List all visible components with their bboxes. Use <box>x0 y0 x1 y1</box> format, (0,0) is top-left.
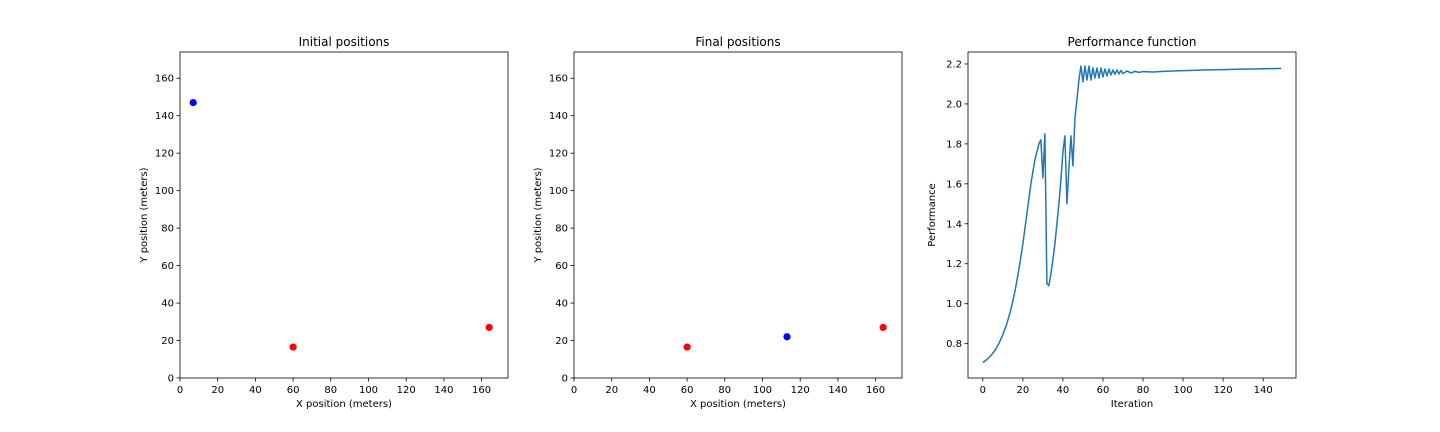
y-tick-label: 100 <box>155 186 174 197</box>
y-tick-label: 1.6 <box>946 179 962 190</box>
y-tick-label: 40 <box>161 299 174 310</box>
y-tick-label: 1.4 <box>946 219 962 230</box>
x-tick-label: 40 <box>1057 385 1070 396</box>
x-tick-label: 140 <box>1254 385 1273 396</box>
x-tick-label: 60 <box>1097 385 1110 396</box>
x-tick-label: 40 <box>643 385 656 396</box>
x-axis-label: Iteration <box>1111 399 1153 410</box>
x-tick-label: 100 <box>1174 385 1193 396</box>
scatter-point-3 <box>879 323 887 332</box>
x-tick-label: 160 <box>472 385 491 396</box>
x-tick-label: 100 <box>359 385 378 396</box>
x-axis-label: X position (meters) <box>296 399 392 410</box>
x-tick-label: 80 <box>324 385 337 396</box>
x-tick-label: 20 <box>211 385 224 396</box>
y-tick-label: 2.2 <box>946 59 962 70</box>
x-tick-label: 20 <box>1016 385 1029 396</box>
chart-title: Final positions <box>695 35 780 49</box>
y-tick-label: 80 <box>555 224 568 235</box>
x-tick-label: 40 <box>249 385 262 396</box>
y-axis-label: Performance <box>927 183 938 246</box>
chart-panel-3: Performance function 0 20 40 60 80 100 120 140 0.… <box>927 35 1297 410</box>
x-tick-label: 60 <box>287 385 300 396</box>
y-tick-label: 20 <box>555 336 568 347</box>
y-tick-label: 140 <box>549 111 568 122</box>
x-tick-label: 0 <box>571 385 577 396</box>
x-tick-label: 140 <box>434 385 453 396</box>
y-tick-label: 120 <box>549 149 568 160</box>
x-tick-label: 80 <box>1137 385 1150 396</box>
y-tick-label: 2.0 <box>946 99 962 110</box>
y-tick-label: 1.0 <box>946 299 962 310</box>
chart-title: Initial positions <box>299 35 390 49</box>
scatter-point-2 <box>289 343 297 351</box>
plot-frame <box>967 51 1297 379</box>
y-tick-label: 1.2 <box>946 259 962 270</box>
y-tick-label: 160 <box>549 74 568 85</box>
x-tick-label: 100 <box>753 385 772 396</box>
y-tick-label: 60 <box>555 261 568 272</box>
scatter-point-2 <box>783 333 791 341</box>
y-tick-label: 20 <box>161 336 174 347</box>
y-tick-label: 140 <box>155 111 174 122</box>
y-tick-label: 1.8 <box>946 139 962 150</box>
y-tick-label: 0 <box>562 374 568 385</box>
chart-title: Performance function <box>1068 35 1197 49</box>
y-axis-label: Y position (meters) <box>533 167 544 263</box>
plot-frame <box>179 51 509 379</box>
y-tick-label: 60 <box>161 261 174 272</box>
x-tick-label: 0 <box>980 385 986 396</box>
x-tick-label: 160 <box>866 385 885 396</box>
scatter-point-3 <box>485 323 493 332</box>
x-tick-label: 140 <box>828 385 847 396</box>
x-tick-label: 80 <box>718 385 731 396</box>
scatter-point-1 <box>189 98 197 107</box>
y-tick-label: 40 <box>555 299 568 310</box>
x-tick-label: 0 <box>177 385 183 396</box>
x-tick-label: 120 <box>1214 385 1233 396</box>
y-tick-label: 80 <box>161 224 174 235</box>
x-axis-label: X position (meters) <box>690 399 786 410</box>
x-tick-label: 120 <box>397 385 416 396</box>
scatter-point-1 <box>683 343 691 351</box>
x-tick-label: 60 <box>681 385 694 396</box>
x-tick-label: 20 <box>605 385 618 396</box>
performance-line <box>982 65 1282 364</box>
y-tick-label: 100 <box>549 186 568 197</box>
y-axis-label: Y position (meters) <box>139 167 150 263</box>
x-tick-label: 120 <box>791 385 810 396</box>
y-tick-label: 120 <box>155 149 174 160</box>
chart-panel-1: Initial positions 0 20 40 60 80 100 120 140 160 0 2… <box>139 35 509 410</box>
plot-frame <box>573 51 903 379</box>
chart-panel-2: Final positions 0 20 40 60 80 100 120 140 160 0 20 4… <box>533 35 903 410</box>
y-tick-label: 0 <box>168 374 174 385</box>
y-tick-label: 160 <box>155 74 174 85</box>
y-tick-label: 0.8 <box>946 339 962 350</box>
